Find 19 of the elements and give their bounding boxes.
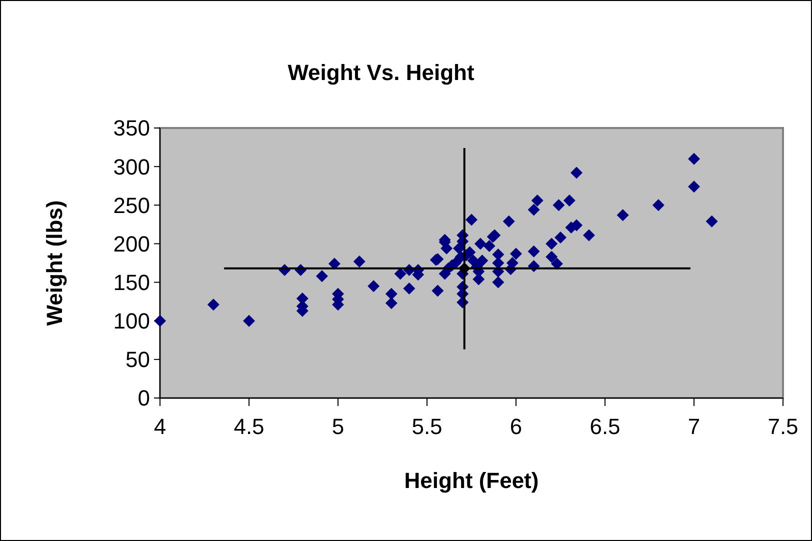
y-tick-label: 150 [113, 270, 150, 295]
y-tick-label: 100 [113, 308, 150, 334]
x-axis-title: Height (Feet) [404, 468, 539, 493]
y-tick-label: 50 [126, 347, 150, 372]
x-tick-label: 5.5 [412, 414, 442, 439]
y-tick-label: 200 [113, 231, 150, 256]
y-tick-label: 0 [138, 386, 150, 411]
x-tick-label: 6 [510, 414, 522, 439]
y-tick-label: 250 [113, 192, 150, 218]
x-tick-label: 7 [688, 414, 700, 439]
x-tick-label: 5 [332, 414, 344, 439]
x-tick-label: 7.5 [768, 414, 798, 439]
y-axis-title: Weight (lbs) [42, 200, 67, 326]
x-tick-label: 4.5 [234, 414, 264, 439]
y-tick-label: 300 [113, 154, 150, 180]
x-tick-label: 4 [154, 414, 166, 439]
y-tick-label: 350 [113, 116, 150, 141]
chart-title: Weight Vs. Height [288, 60, 475, 85]
x-tick-label: 6.5 [590, 414, 620, 439]
